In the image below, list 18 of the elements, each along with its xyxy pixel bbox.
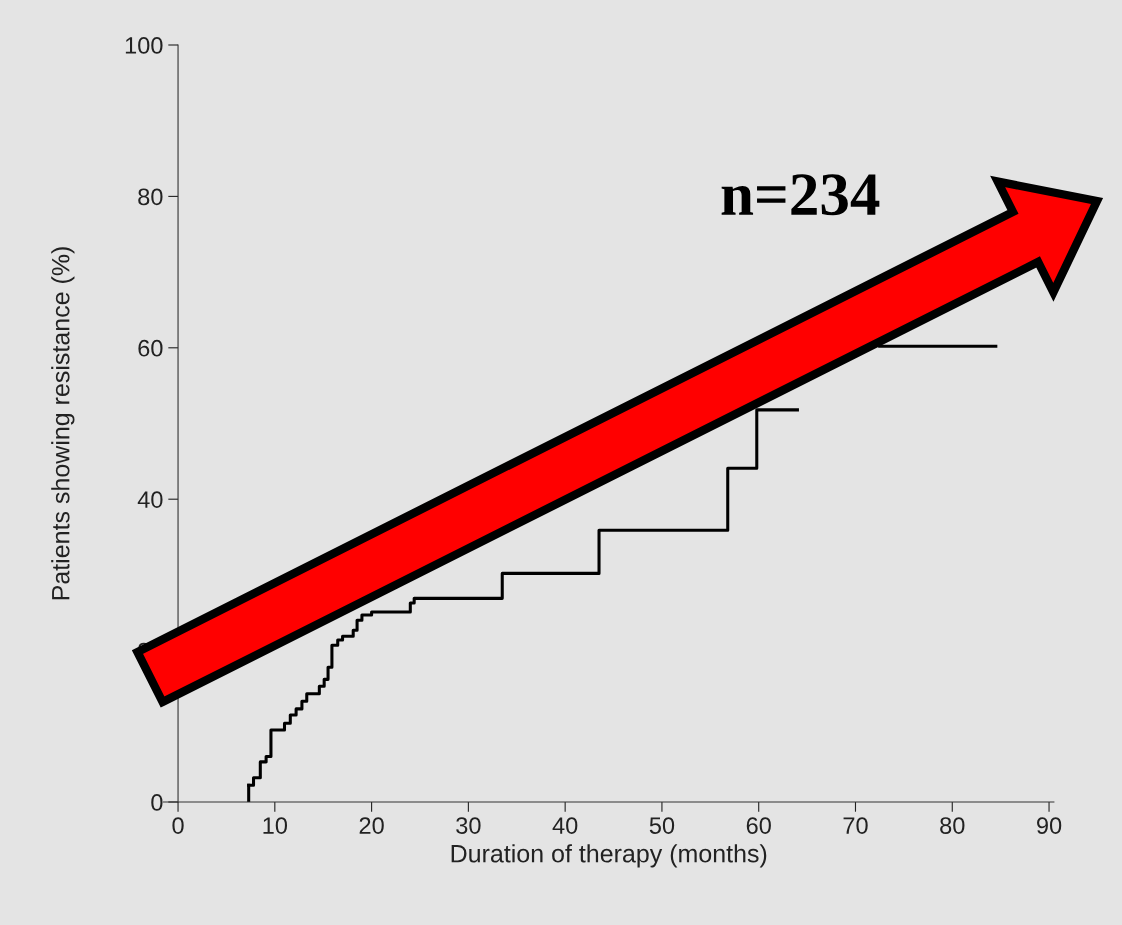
x-tick-label: 30 (456, 817, 481, 834)
y-tick-label: 0 (151, 794, 163, 811)
x-tick-label: 90 (1037, 817, 1062, 834)
x-tick-label: 60 (746, 817, 771, 834)
y-tick-label: 80 (138, 188, 163, 206)
y-axis-title: Patients showing resistance (%) (51, 247, 75, 600)
annotation: n=234 (721, 174, 880, 216)
x-tick-label: 70 (843, 817, 868, 834)
x-tick-label: 40 (552, 817, 578, 834)
x-tick-label: 0 (172, 817, 184, 834)
x-tick-label: 20 (359, 817, 384, 834)
x-tick-label: 80 (940, 817, 965, 834)
x-axis-title: Duration of therapy (months) (451, 844, 767, 868)
x-tick-label: 50 (649, 817, 675, 834)
y-tick-label: 60 (138, 339, 163, 357)
x-tick-label: 10 (263, 817, 288, 834)
y-tick-label: 100 (125, 37, 163, 54)
y-tick-label: 40 (137, 491, 163, 508)
